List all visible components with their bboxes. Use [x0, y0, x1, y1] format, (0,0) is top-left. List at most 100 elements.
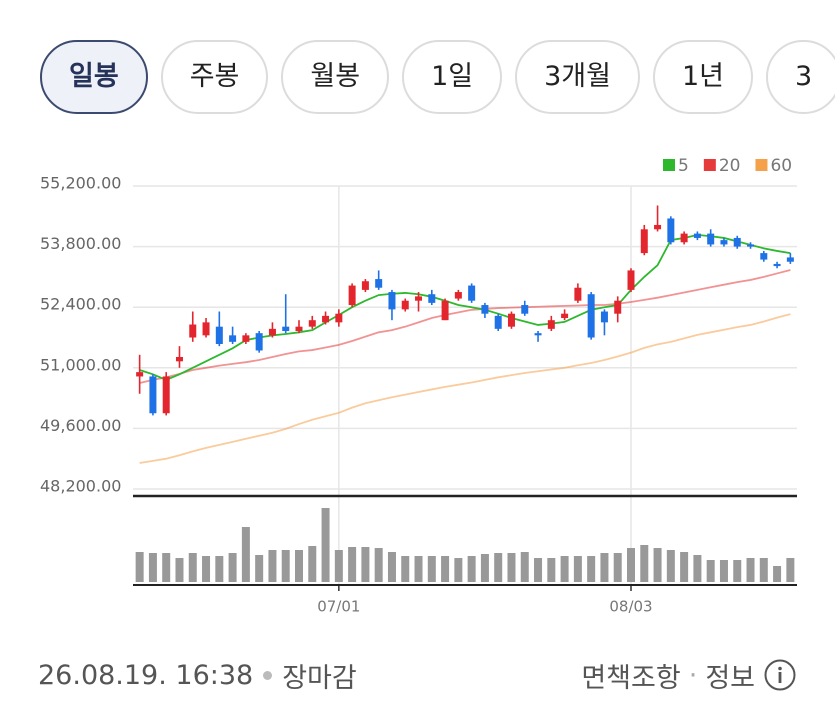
volume-bar [573, 556, 582, 582]
legend-swatch [755, 159, 768, 171]
period-tab[interactable]: 1일 [402, 40, 503, 114]
candle-body [202, 322, 210, 336]
candle-body [335, 313, 343, 323]
volume-bar [600, 553, 609, 582]
volume-bar [308, 546, 317, 582]
candle-body [149, 376, 157, 414]
volume-bar [680, 552, 689, 582]
candle-body [614, 300, 622, 314]
legend-swatch [663, 159, 675, 171]
y-tick-label: 48,200.00 [40, 477, 121, 496]
y-tick-label: 51,000.00 [40, 355, 121, 374]
x-tick-label: 07/01 [317, 598, 360, 616]
volume-bar [202, 556, 211, 582]
volume-bar [162, 553, 171, 582]
period-tab[interactable]: 1년 [652, 40, 753, 114]
candle-body [401, 300, 409, 310]
candle-body [627, 270, 635, 290]
disclaimer-link[interactable]: 면책조항 [581, 662, 681, 694]
volume-bar [613, 553, 622, 582]
candle-body [587, 294, 595, 338]
candle-body [361, 281, 369, 290]
candle-body [521, 305, 529, 314]
legend-swatch [703, 159, 716, 171]
volume-bar [188, 553, 197, 582]
volume-bar [135, 552, 144, 582]
info-link[interactable]: 정보 [705, 662, 755, 694]
period-tabs: 일봉 주봉 월봉 1일 3개월 1년 3 [40, 40, 835, 114]
candle-body [308, 320, 316, 327]
volume-bar [387, 552, 396, 582]
period-tab[interactable]: 주봉 [160, 40, 269, 114]
period-tab[interactable]: 월봉 [281, 40, 390, 114]
candle-body [388, 292, 396, 310]
candle-body [375, 279, 383, 288]
candle-body [747, 244, 755, 247]
ma-line [139, 269, 791, 384]
candle-body [760, 253, 768, 260]
volume-bar [627, 548, 635, 582]
volume-bar [587, 556, 596, 582]
volume-bar [693, 555, 702, 582]
volume-bar [733, 560, 742, 582]
volume-bar [467, 556, 476, 582]
volume-bar [268, 550, 277, 582]
candle-body [547, 320, 555, 329]
volume-bar [441, 556, 450, 582]
volume-bar [520, 552, 529, 582]
candle-body [481, 305, 489, 314]
candle-body [136, 372, 144, 377]
candle-body [693, 233, 701, 238]
candle-body [640, 229, 648, 254]
candle-body [441, 300, 449, 321]
volume-bar [547, 558, 556, 582]
candle-body [229, 335, 237, 342]
period-tab[interactable]: 3개월 [515, 40, 640, 114]
y-tick-label: 52,400.00 [40, 295, 121, 314]
candle-body [468, 285, 476, 301]
candle-body [561, 313, 569, 319]
y-tick-label: 55,200.00 [40, 174, 121, 193]
candle-body [215, 326, 223, 344]
volume-bar [295, 550, 303, 582]
legend-label: 20 [719, 156, 741, 176]
period-tab[interactable]: 일봉 [40, 40, 148, 114]
candle-body [534, 333, 542, 336]
volume-bar [414, 556, 423, 582]
legend-label: 60 [770, 156, 792, 176]
volume-bar [401, 556, 410, 582]
candle-body [175, 356, 183, 362]
x-tick-label: 08/03 [609, 598, 652, 616]
info-icon[interactable] [763, 658, 797, 692]
volume-bar [348, 547, 357, 582]
candle-body [507, 313, 515, 327]
candle-body [415, 296, 423, 301]
period-tab[interactable]: 3 [765, 40, 835, 114]
candle-body [255, 333, 263, 351]
volume-bar [759, 558, 768, 582]
volume-bar [215, 556, 224, 582]
volume-bar [281, 550, 290, 582]
volume-bar [640, 545, 649, 582]
volume-bar [773, 566, 782, 582]
volume-bar [560, 556, 569, 582]
volume-bar [653, 548, 662, 582]
volume-bar [148, 553, 157, 582]
separator: · [688, 659, 698, 691]
candle-body [162, 376, 170, 414]
candle-body [680, 233, 688, 243]
candle-body [295, 326, 303, 332]
candle-body [707, 233, 715, 245]
volume-bar [175, 558, 184, 582]
volume-bar [427, 556, 436, 582]
ma-line [139, 313, 791, 464]
volume-bar [480, 554, 489, 582]
volume-bar [361, 547, 370, 582]
candle-body [348, 285, 356, 306]
volume-bar [534, 558, 543, 582]
y-tick-label: 53,800.00 [40, 234, 121, 253]
candle-body [322, 315, 330, 323]
chart: 48,200.00 49,600.00 51,000.00 52,400.00 53,8… [40, 156, 797, 616]
candle-body [786, 257, 794, 262]
